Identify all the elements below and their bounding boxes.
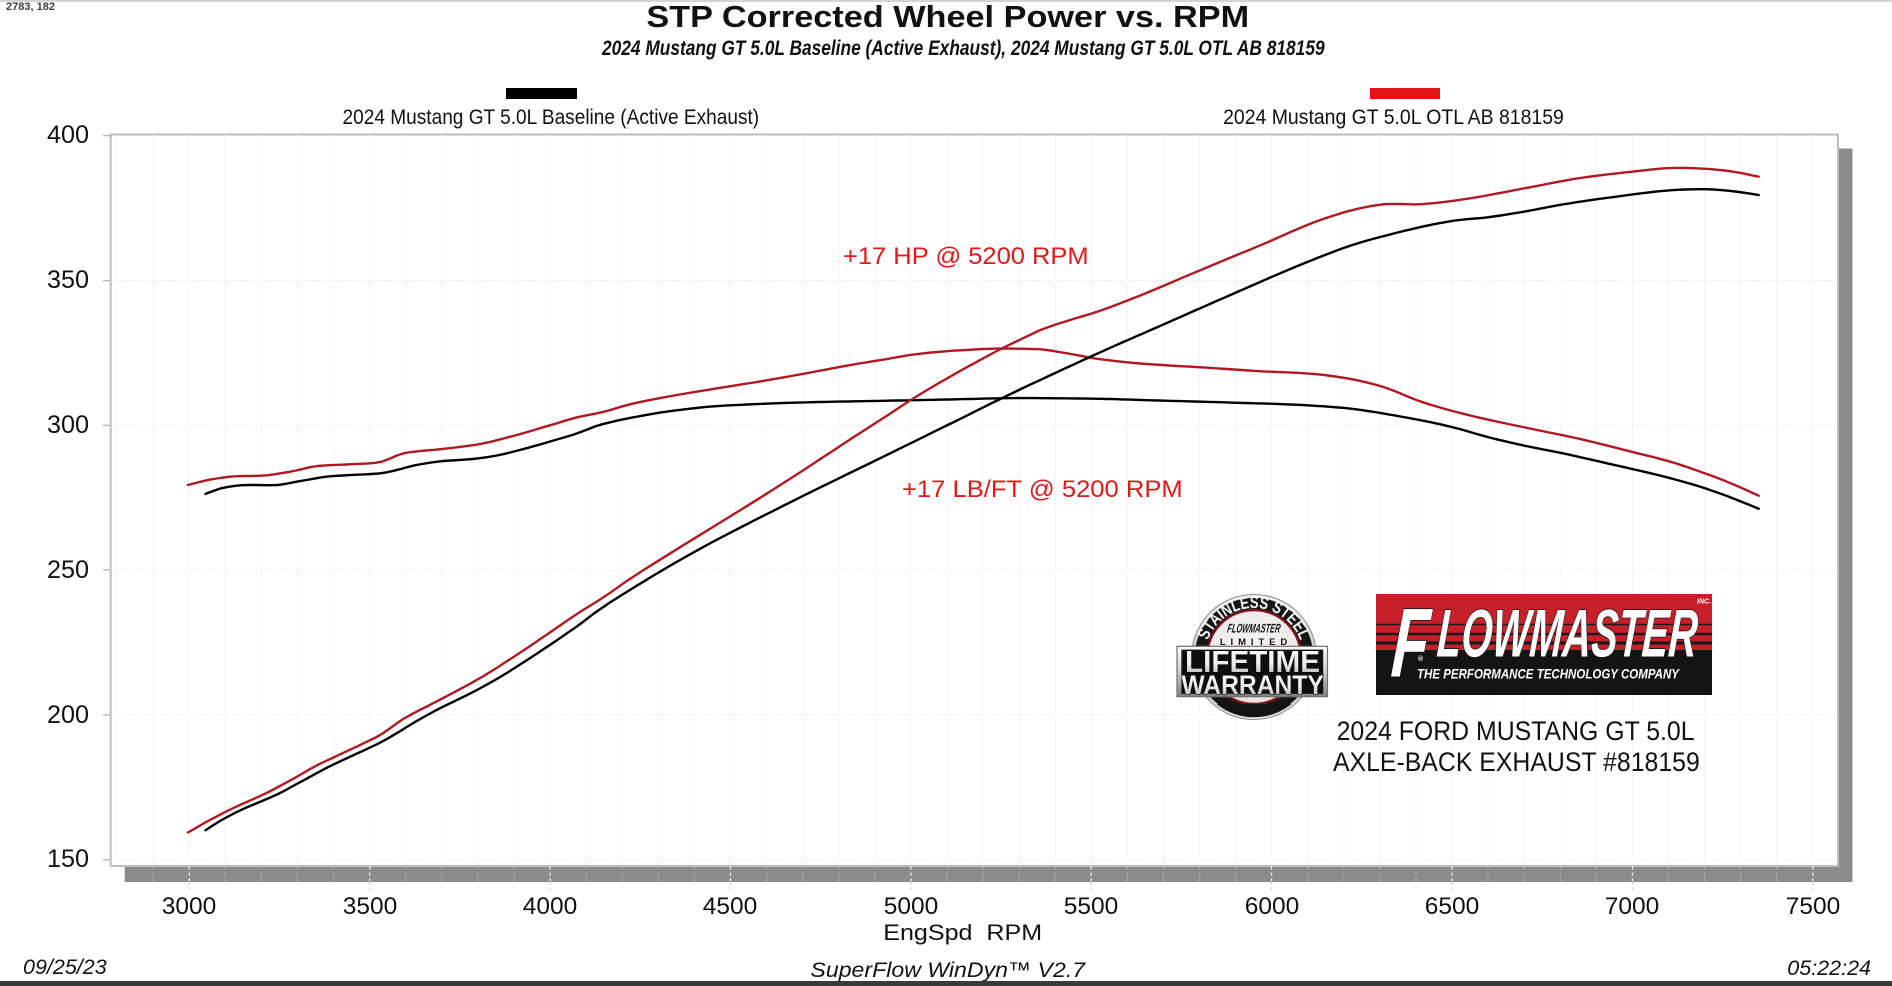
svg-text:LIFETIME: LIFETIME — [1185, 645, 1320, 679]
svg-text:LIMITED: LIMITED — [1220, 637, 1292, 648]
svg-text:INC.: INC. — [1697, 598, 1711, 605]
svg-text:F: F — [1388, 594, 1434, 695]
svg-text:THE PERFORMANCE TECHNOLOGY COM: THE PERFORMANCE TECHNOLOGY COMPANY — [1417, 665, 1680, 681]
svg-text:FLOWMASTER: FLOWMASTER — [1226, 622, 1281, 636]
svg-text:LOWMASTER: LOWMASTER — [1435, 596, 1700, 671]
svg-text:WARRANTY: WARRANTY — [1181, 670, 1324, 700]
svg-text:®: ® — [1418, 655, 1424, 663]
